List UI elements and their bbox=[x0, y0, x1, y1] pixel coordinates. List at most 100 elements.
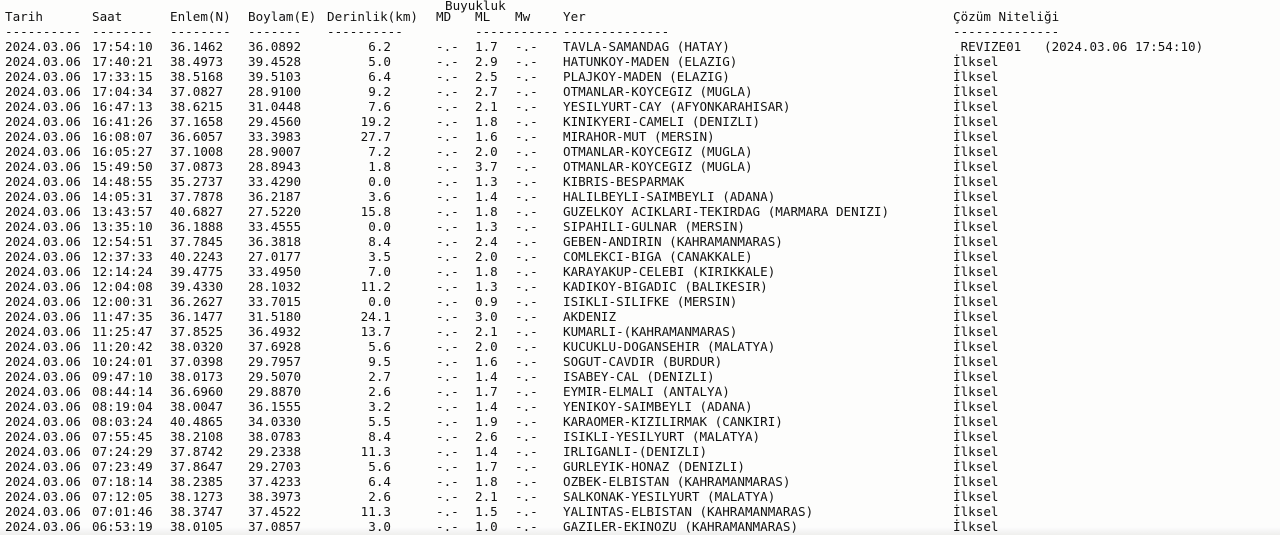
table-longitude: 28.9007 bbox=[248, 144, 302, 159]
table-time: 12:00:31 bbox=[92, 294, 153, 309]
table-date: 2024.03.06 bbox=[5, 504, 81, 519]
table-md: -.- bbox=[436, 384, 459, 399]
table-longitude: 36.0892 bbox=[248, 39, 302, 54]
table-longitude: 28.1032 bbox=[248, 279, 302, 294]
table-md: -.- bbox=[436, 504, 459, 519]
table-md: -.- bbox=[436, 354, 459, 369]
table-solution-type: İlksel bbox=[953, 99, 999, 114]
table-latitude: 36.1888 bbox=[170, 219, 224, 234]
table-row: 2024.03.06 07:24:29 37.8742 29.2338 11.3 -.- 1… bbox=[0, 444, 1280, 459]
table-latitude: 36.1462 bbox=[170, 39, 224, 54]
table-longitude: 36.1555 bbox=[248, 399, 302, 414]
table-row: 2024.03.06 11:25:47 37.8525 36.4932 13.7 -.- 2… bbox=[0, 324, 1280, 339]
table-latitude: 39.4330 bbox=[170, 279, 224, 294]
table-mw: -.- bbox=[515, 489, 538, 504]
table-depth: 3.5 bbox=[368, 249, 391, 264]
table-depth: 7.2 bbox=[368, 144, 391, 159]
table-solution-type: İlksel bbox=[953, 444, 999, 459]
table-depth: 27.7 bbox=[360, 129, 391, 144]
table-date: 2024.03.06 bbox=[5, 159, 81, 174]
table-date: 2024.03.06 bbox=[5, 69, 81, 84]
table-time: 17:33:15 bbox=[92, 69, 153, 84]
table-md: -.- bbox=[436, 309, 459, 324]
table-depth: 6.4 bbox=[368, 474, 391, 489]
table-latitude: 39.4775 bbox=[170, 264, 224, 279]
table-date: 2024.03.06 bbox=[5, 39, 81, 54]
table-row: 2024.03.06 17:40:21 38.4973 39.4528 5.0 -.- 2.… bbox=[0, 54, 1280, 69]
table-md: -.- bbox=[436, 249, 459, 264]
table-solution-type: İlksel bbox=[953, 114, 999, 129]
table-time: 07:01:46 bbox=[92, 504, 153, 519]
table-mw: -.- bbox=[515, 309, 538, 324]
table-md: -.- bbox=[436, 519, 459, 534]
table-solution-type: İlksel bbox=[953, 324, 999, 339]
header-mw: Mw bbox=[515, 9, 531, 24]
table-longitude: 36.3818 bbox=[248, 234, 302, 249]
table-date: 2024.03.06 bbox=[5, 384, 81, 399]
table-latitude: 37.7845 bbox=[170, 234, 224, 249]
table-time: 13:43:57 bbox=[92, 204, 153, 219]
table-md: -.- bbox=[436, 489, 459, 504]
table-ml: 1.6 bbox=[475, 354, 498, 369]
header-solution-type: Çözüm Niteliği bbox=[953, 9, 1060, 24]
table-time: 07:24:29 bbox=[92, 444, 153, 459]
table-md: -.- bbox=[436, 189, 459, 204]
table-solution-type: İlksel bbox=[953, 144, 999, 159]
table-ml: 1.4 bbox=[475, 369, 498, 384]
table-date: 2024.03.06 bbox=[5, 204, 81, 219]
table-solution-type: İlksel bbox=[953, 294, 999, 309]
table-md: -.- bbox=[436, 84, 459, 99]
table-md: -.- bbox=[436, 159, 459, 174]
table-mw: -.- bbox=[515, 399, 538, 414]
table-date: 2024.03.06 bbox=[5, 459, 81, 474]
table-md: -.- bbox=[436, 234, 459, 249]
table-location: EYMIR-ELMALI (ANTALYA) bbox=[563, 384, 730, 399]
table-date: 2024.03.06 bbox=[5, 399, 81, 414]
table-latitude: 38.2108 bbox=[170, 429, 224, 444]
separator-date: ---------- bbox=[5, 24, 81, 39]
table-location: HALILBEYLI-SAIMBEYLI (ADANA) bbox=[563, 189, 776, 204]
table-time: 12:37:33 bbox=[92, 249, 153, 264]
table-mw: -.- bbox=[515, 189, 538, 204]
table-mw: -.- bbox=[515, 459, 538, 474]
table-md: -.- bbox=[436, 339, 459, 354]
table-latitude: 38.6215 bbox=[170, 99, 224, 114]
table-mw: -.- bbox=[515, 174, 538, 189]
table-time: 09:47:10 bbox=[92, 369, 153, 384]
table-mw: -.- bbox=[515, 144, 538, 159]
table-row: 2024.03.06 06:53:19 38.0105 37.0857 3.0 -.- 1.… bbox=[0, 519, 1280, 534]
table-solution-type: İlksel bbox=[953, 189, 999, 204]
table-latitude: 40.6827 bbox=[170, 204, 224, 219]
table-latitude: 38.1273 bbox=[170, 489, 224, 504]
table-location: KIBRIS-BESPARMAK bbox=[563, 174, 685, 189]
table-md: -.- bbox=[436, 444, 459, 459]
table-mw: -.- bbox=[515, 69, 538, 84]
table-mw: -.- bbox=[515, 264, 538, 279]
table-solution-type: İlksel bbox=[953, 204, 999, 219]
table-solution-type: İlksel bbox=[953, 249, 999, 264]
table-longitude: 28.9100 bbox=[248, 84, 302, 99]
header-latitude: Enlem(N) bbox=[170, 9, 231, 24]
table-ml: 1.9 bbox=[475, 414, 498, 429]
table-time: 08:19:04 bbox=[92, 399, 153, 414]
table-depth: 0.0 bbox=[368, 219, 391, 234]
table-location: ISIKLI-SILIFKE (MERSIN) bbox=[563, 294, 738, 309]
table-longitude: 33.4555 bbox=[248, 219, 302, 234]
table-date: 2024.03.06 bbox=[5, 99, 81, 114]
table-time: 07:12:05 bbox=[92, 489, 153, 504]
table-md: -.- bbox=[436, 369, 459, 384]
table-solution-type: İlksel bbox=[953, 234, 999, 249]
table-ml: 3.7 bbox=[475, 159, 498, 174]
table-mw: -.- bbox=[515, 39, 538, 54]
table-md: -.- bbox=[436, 99, 459, 114]
table-row: 2024.03.06 12:04:08 39.4330 28.1032 11.2 -.- 1… bbox=[0, 279, 1280, 294]
table-row: 2024.03.06 07:01:46 38.3747 37.4522 11.3 -.- 1… bbox=[0, 504, 1280, 519]
table-time: 12:54:51 bbox=[92, 234, 153, 249]
table-ml: 2.1 bbox=[475, 99, 498, 114]
table-date: 2024.03.06 bbox=[5, 414, 81, 429]
table-ml: 2.4 bbox=[475, 234, 498, 249]
table-depth: 3.6 bbox=[368, 189, 391, 204]
table-solution-type: İlksel bbox=[953, 504, 999, 519]
table-ml: 2.0 bbox=[475, 249, 498, 264]
table-row: 2024.03.06 08:19:04 38.0047 36.1555 3.2 -.- 1.… bbox=[0, 399, 1280, 414]
